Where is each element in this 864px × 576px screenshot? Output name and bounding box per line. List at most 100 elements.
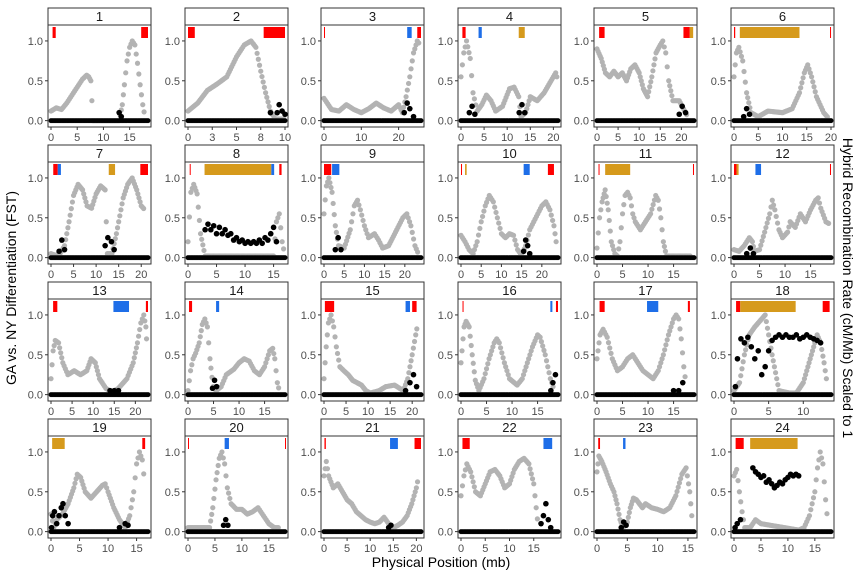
panel-19: 190.00.51.00 5 10 15 <box>28 418 152 555</box>
recomb-point <box>525 102 531 108</box>
recomb-point <box>127 513 133 519</box>
fst-point <box>545 516 552 523</box>
fst-point <box>332 246 339 253</box>
recomb-point <box>638 78 644 84</box>
recomb-point <box>821 360 827 366</box>
recomb-point <box>416 40 422 46</box>
fst-point <box>410 371 417 378</box>
recomb-point <box>503 364 509 370</box>
fst-point <box>747 245 754 251</box>
x-tick-label: 20 <box>129 406 141 418</box>
x-tick-label: 15 <box>263 543 275 555</box>
y-tick-label: 0.5 <box>165 487 180 499</box>
panel-7: 70.00.51.00 5 10 15 20 <box>28 144 152 281</box>
x-tick-label: 5 <box>766 406 772 418</box>
recomb-point <box>824 114 830 120</box>
y-tick-label: 0.0 <box>165 116 180 128</box>
strip-label: 11 <box>639 146 653 161</box>
x-tick-label: 5 <box>344 543 350 555</box>
recomb-point <box>648 79 654 85</box>
recomb-point <box>414 479 421 485</box>
recomb-point <box>130 360 136 366</box>
recomb-point <box>645 94 651 100</box>
recomb-point <box>741 68 747 75</box>
strip-label: 23 <box>638 420 652 435</box>
recomb-point <box>410 497 416 503</box>
recomb-point <box>759 238 765 244</box>
fst-point <box>61 246 68 253</box>
recomb-point <box>553 70 559 76</box>
region-bar-blue <box>543 438 553 449</box>
fst-point <box>679 379 686 386</box>
recomb-point <box>504 368 510 374</box>
recomb-point <box>819 346 825 353</box>
fst-point <box>59 237 65 243</box>
recomb-point <box>636 70 642 76</box>
recomb-point <box>532 493 538 499</box>
fst-baseline-point <box>828 255 834 261</box>
x-tick-label: 10 <box>501 132 513 144</box>
region-bar-red <box>417 27 421 38</box>
recomb-point <box>409 352 415 358</box>
recomb-point <box>331 324 337 330</box>
recomb-point <box>628 203 635 209</box>
recomb-point <box>67 212 73 218</box>
y-tick-label: 0.0 <box>28 390 43 402</box>
recomb-point <box>327 180 333 186</box>
panel-6: 60.00.51.00 5 10 15 20 <box>711 7 837 144</box>
y-tick-label: 0.5 <box>438 350 453 362</box>
recomb-point <box>131 489 137 495</box>
recomb-point <box>137 199 143 205</box>
x-tick-label: 10 <box>776 132 788 144</box>
recomb-point <box>66 219 72 225</box>
recomb-point <box>275 215 281 221</box>
recomb-point <box>598 207 604 213</box>
recomb-point <box>554 74 560 80</box>
x-tick-label: 15 <box>258 406 270 418</box>
recomb-point <box>458 74 464 80</box>
recomb-point <box>468 469 474 475</box>
recomb-point <box>333 344 339 350</box>
recomb-point <box>256 62 263 68</box>
recomb-point <box>210 505 216 511</box>
recomb-point <box>264 356 270 362</box>
recomb-point <box>411 338 418 345</box>
recomb-point <box>409 58 415 64</box>
recomb-point <box>469 474 475 480</box>
recomb-point <box>775 382 781 388</box>
region-bar-red <box>683 27 690 38</box>
fst-baseline-point <box>282 255 288 261</box>
recomb-point <box>798 85 804 91</box>
recomb-point <box>133 51 139 57</box>
region-bar-blue <box>390 438 398 449</box>
recomb-point <box>410 236 417 242</box>
x-tick-label: 20 <box>825 132 837 144</box>
recomb-point <box>639 82 645 88</box>
recomb-point <box>520 372 527 378</box>
x-tick-label: 10 <box>102 543 114 555</box>
region-bar-red <box>324 301 335 312</box>
fst-point <box>227 230 234 237</box>
fst-point <box>472 111 478 118</box>
recomb-point <box>51 343 57 349</box>
region-bar-blue <box>623 438 626 449</box>
recomb-point <box>466 324 472 330</box>
recomb-point <box>540 343 546 349</box>
fst-point <box>205 221 211 227</box>
y-tick-label: 0.0 <box>301 253 316 265</box>
recomb-point <box>405 80 412 87</box>
recomb-point <box>596 215 603 221</box>
recomb-point <box>478 219 484 225</box>
recomb-point <box>141 205 147 212</box>
recomb-point <box>660 38 666 44</box>
recomb-point <box>137 82 143 88</box>
region-bar-gold <box>739 27 800 38</box>
fst-point <box>270 224 277 231</box>
fst-baseline-point <box>691 255 697 261</box>
recomb-point <box>658 360 664 366</box>
panel-1: 10.00.51.00 5 10 15 <box>28 7 152 144</box>
recomb-point <box>471 96 477 102</box>
y-tick-label: 0.5 <box>28 350 43 362</box>
recomb-point <box>71 485 77 491</box>
recomb-point <box>325 320 332 326</box>
